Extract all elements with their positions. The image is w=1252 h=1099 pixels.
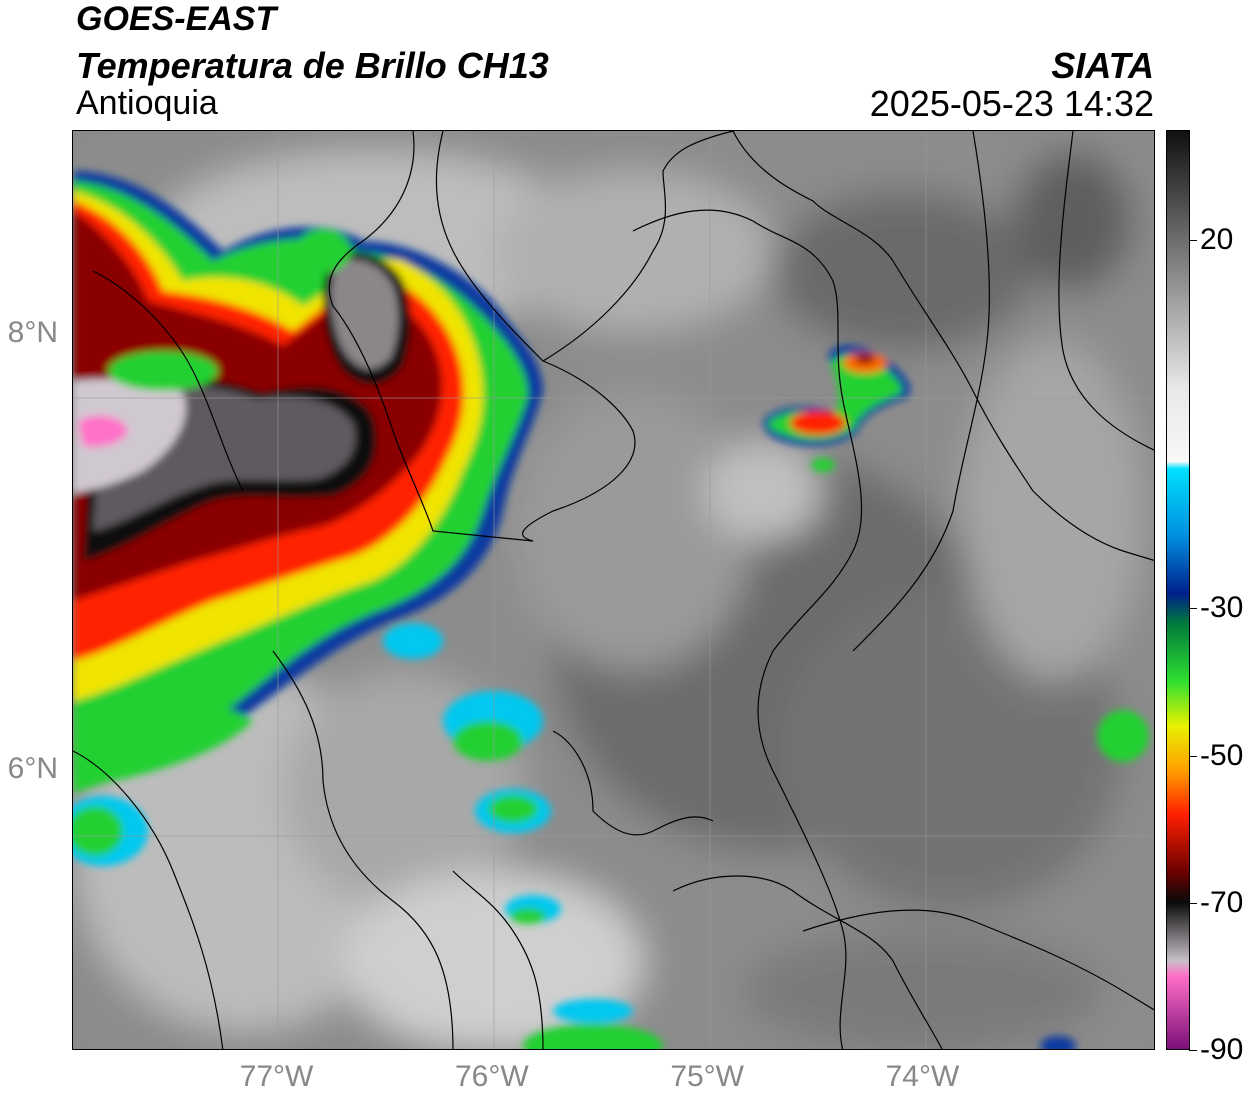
- lon-tick-label: 75°W: [670, 1060, 744, 1093]
- storm-west: [73, 171, 543, 793]
- colorbar-tick-label: -50: [1200, 738, 1244, 772]
- colorbar-tick-mark: [1189, 608, 1197, 610]
- colorbar: [1166, 130, 1190, 1050]
- colorbar-tick-label: -90: [1200, 1033, 1244, 1066]
- colorbar-tick-mark: [1189, 240, 1197, 242]
- title-product: Temperatura de Brillo CH13: [76, 45, 549, 86]
- map-canvas: [73, 131, 1154, 1049]
- graticule: [73, 131, 1154, 1049]
- lon-tick-label: 76°W: [455, 1060, 529, 1093]
- title-satellite: GOES-EAST: [76, 0, 277, 38]
- colorbar-tick-mark: [1189, 755, 1197, 757]
- boundaries: [73, 131, 1154, 1049]
- region-label: Antioquia: [76, 84, 218, 122]
- timestamp-label: 2025-05-23 14:32: [869, 83, 1154, 124]
- storm-east: [763, 345, 911, 472]
- satellite-map[interactable]: [72, 130, 1155, 1050]
- lon-tick-label: 74°W: [885, 1060, 960, 1093]
- agency-label: SIATA: [1051, 45, 1154, 86]
- colorbar-tick-mark: [1189, 902, 1197, 904]
- colorbar-tick-label: -30: [1200, 591, 1244, 625]
- colorbar-tick-label: -70: [1200, 885, 1244, 919]
- lon-tick-label: 77°W: [239, 1060, 314, 1093]
- colorbar-tick-mark: [1189, 1050, 1197, 1051]
- lat-tick-label: 8°N: [7, 315, 58, 349]
- lat-tick-label: 6°N: [7, 751, 58, 785]
- colorbar-gradient: [1167, 131, 1189, 1049]
- colorbar-tick-label: 20: [1200, 223, 1234, 257]
